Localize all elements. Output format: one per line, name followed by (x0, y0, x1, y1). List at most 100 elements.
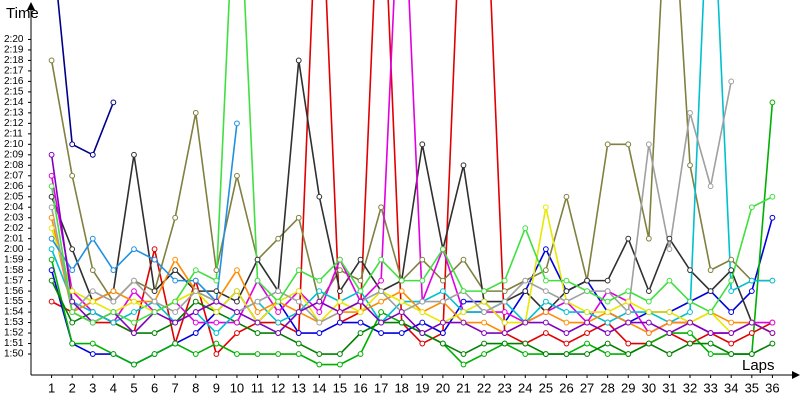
data-point (460, 298, 467, 305)
data-point (460, 288, 467, 295)
data-point (398, 298, 405, 305)
data-point (357, 351, 364, 357)
data-point (110, 309, 117, 315)
data-point (48, 225, 55, 232)
x-tick-label: 13 (291, 380, 305, 395)
y-tick-label: 2:14 (4, 97, 24, 108)
data-point (131, 246, 137, 253)
data-point (584, 340, 590, 347)
data-point (295, 330, 302, 336)
data-point (316, 361, 323, 368)
data-point (439, 246, 446, 253)
x-tick-label: 35 (745, 380, 759, 395)
data-point (48, 235, 55, 242)
series-line (50, 0, 773, 335)
data-point (769, 319, 776, 326)
data-point (542, 330, 549, 336)
data-point (728, 309, 735, 315)
data-point (357, 298, 364, 305)
data-point (131, 309, 137, 315)
data-point (584, 351, 590, 357)
data-point (254, 309, 261, 315)
data-point (481, 330, 487, 336)
data-point (89, 235, 96, 242)
data-point (625, 141, 632, 148)
data-point (584, 288, 590, 295)
data-point (316, 351, 323, 357)
data-point (481, 298, 487, 305)
data-point (192, 298, 199, 305)
data-point (460, 256, 467, 263)
data-point (234, 172, 240, 179)
data-point (357, 288, 364, 295)
data-point (522, 319, 529, 326)
y-tick-label: 1:50 (4, 349, 24, 360)
data-point (460, 351, 467, 357)
data-point (728, 340, 735, 347)
data-point (645, 235, 652, 242)
data-point (604, 141, 611, 148)
data-point (48, 298, 55, 305)
y-tick-label: 2:07 (4, 170, 24, 181)
data-point (501, 288, 508, 295)
data-point (275, 319, 282, 326)
data-point (542, 298, 549, 305)
data-point (110, 288, 117, 295)
data-point (439, 330, 446, 336)
data-point (625, 235, 632, 242)
x-tick-label: 29 (621, 380, 635, 395)
x-tick-label: 11 (251, 380, 265, 395)
data-point (645, 319, 652, 326)
data-point (295, 351, 302, 357)
data-point (69, 141, 76, 148)
y-tick-label: 2:03 (4, 212, 24, 223)
x-tick-label: 15 (333, 380, 347, 395)
data-point (522, 225, 529, 232)
data-point (357, 256, 364, 263)
y-tick-label: 2:11 (4, 128, 23, 139)
data-point (398, 277, 405, 284)
x-tick-label: 4 (110, 380, 117, 395)
data-point (69, 340, 76, 347)
data-point (316, 288, 323, 295)
data-point (295, 288, 302, 295)
data-point (295, 267, 302, 274)
x-tick-label: 2 (69, 380, 76, 395)
data-point (89, 288, 96, 295)
x-tick-label: 31 (662, 380, 676, 395)
data-point (357, 319, 364, 326)
data-point (192, 277, 199, 284)
data-point (89, 298, 96, 305)
data-point (666, 319, 673, 326)
x-tick-label: 6 (151, 380, 158, 395)
data-point (337, 361, 343, 368)
data-point (584, 277, 590, 284)
data-point (481, 288, 487, 295)
data-point (707, 340, 714, 347)
data-point (192, 330, 199, 336)
data-point (625, 298, 632, 305)
series-line (50, 217, 773, 334)
data-point (563, 309, 570, 315)
data-point (584, 319, 590, 326)
data-point (645, 340, 652, 347)
data-point (604, 330, 611, 336)
data-point (604, 340, 611, 347)
data-point (439, 319, 446, 326)
data-point (439, 340, 446, 347)
y-tick-label: 1:58 (4, 265, 24, 276)
data-point (419, 256, 426, 263)
data-point (542, 319, 549, 326)
data-point (625, 309, 632, 315)
data-point (728, 351, 735, 357)
y-tick-label: 1:57 (4, 275, 24, 286)
data-point (192, 288, 199, 295)
data-point (563, 330, 570, 336)
data-point (172, 256, 179, 263)
x-tick-label: 36 (765, 380, 779, 395)
y-tick-label: 2:16 (4, 76, 24, 87)
data-point (769, 340, 776, 347)
data-point (604, 288, 611, 295)
data-point (254, 330, 261, 336)
data-point (563, 193, 570, 200)
